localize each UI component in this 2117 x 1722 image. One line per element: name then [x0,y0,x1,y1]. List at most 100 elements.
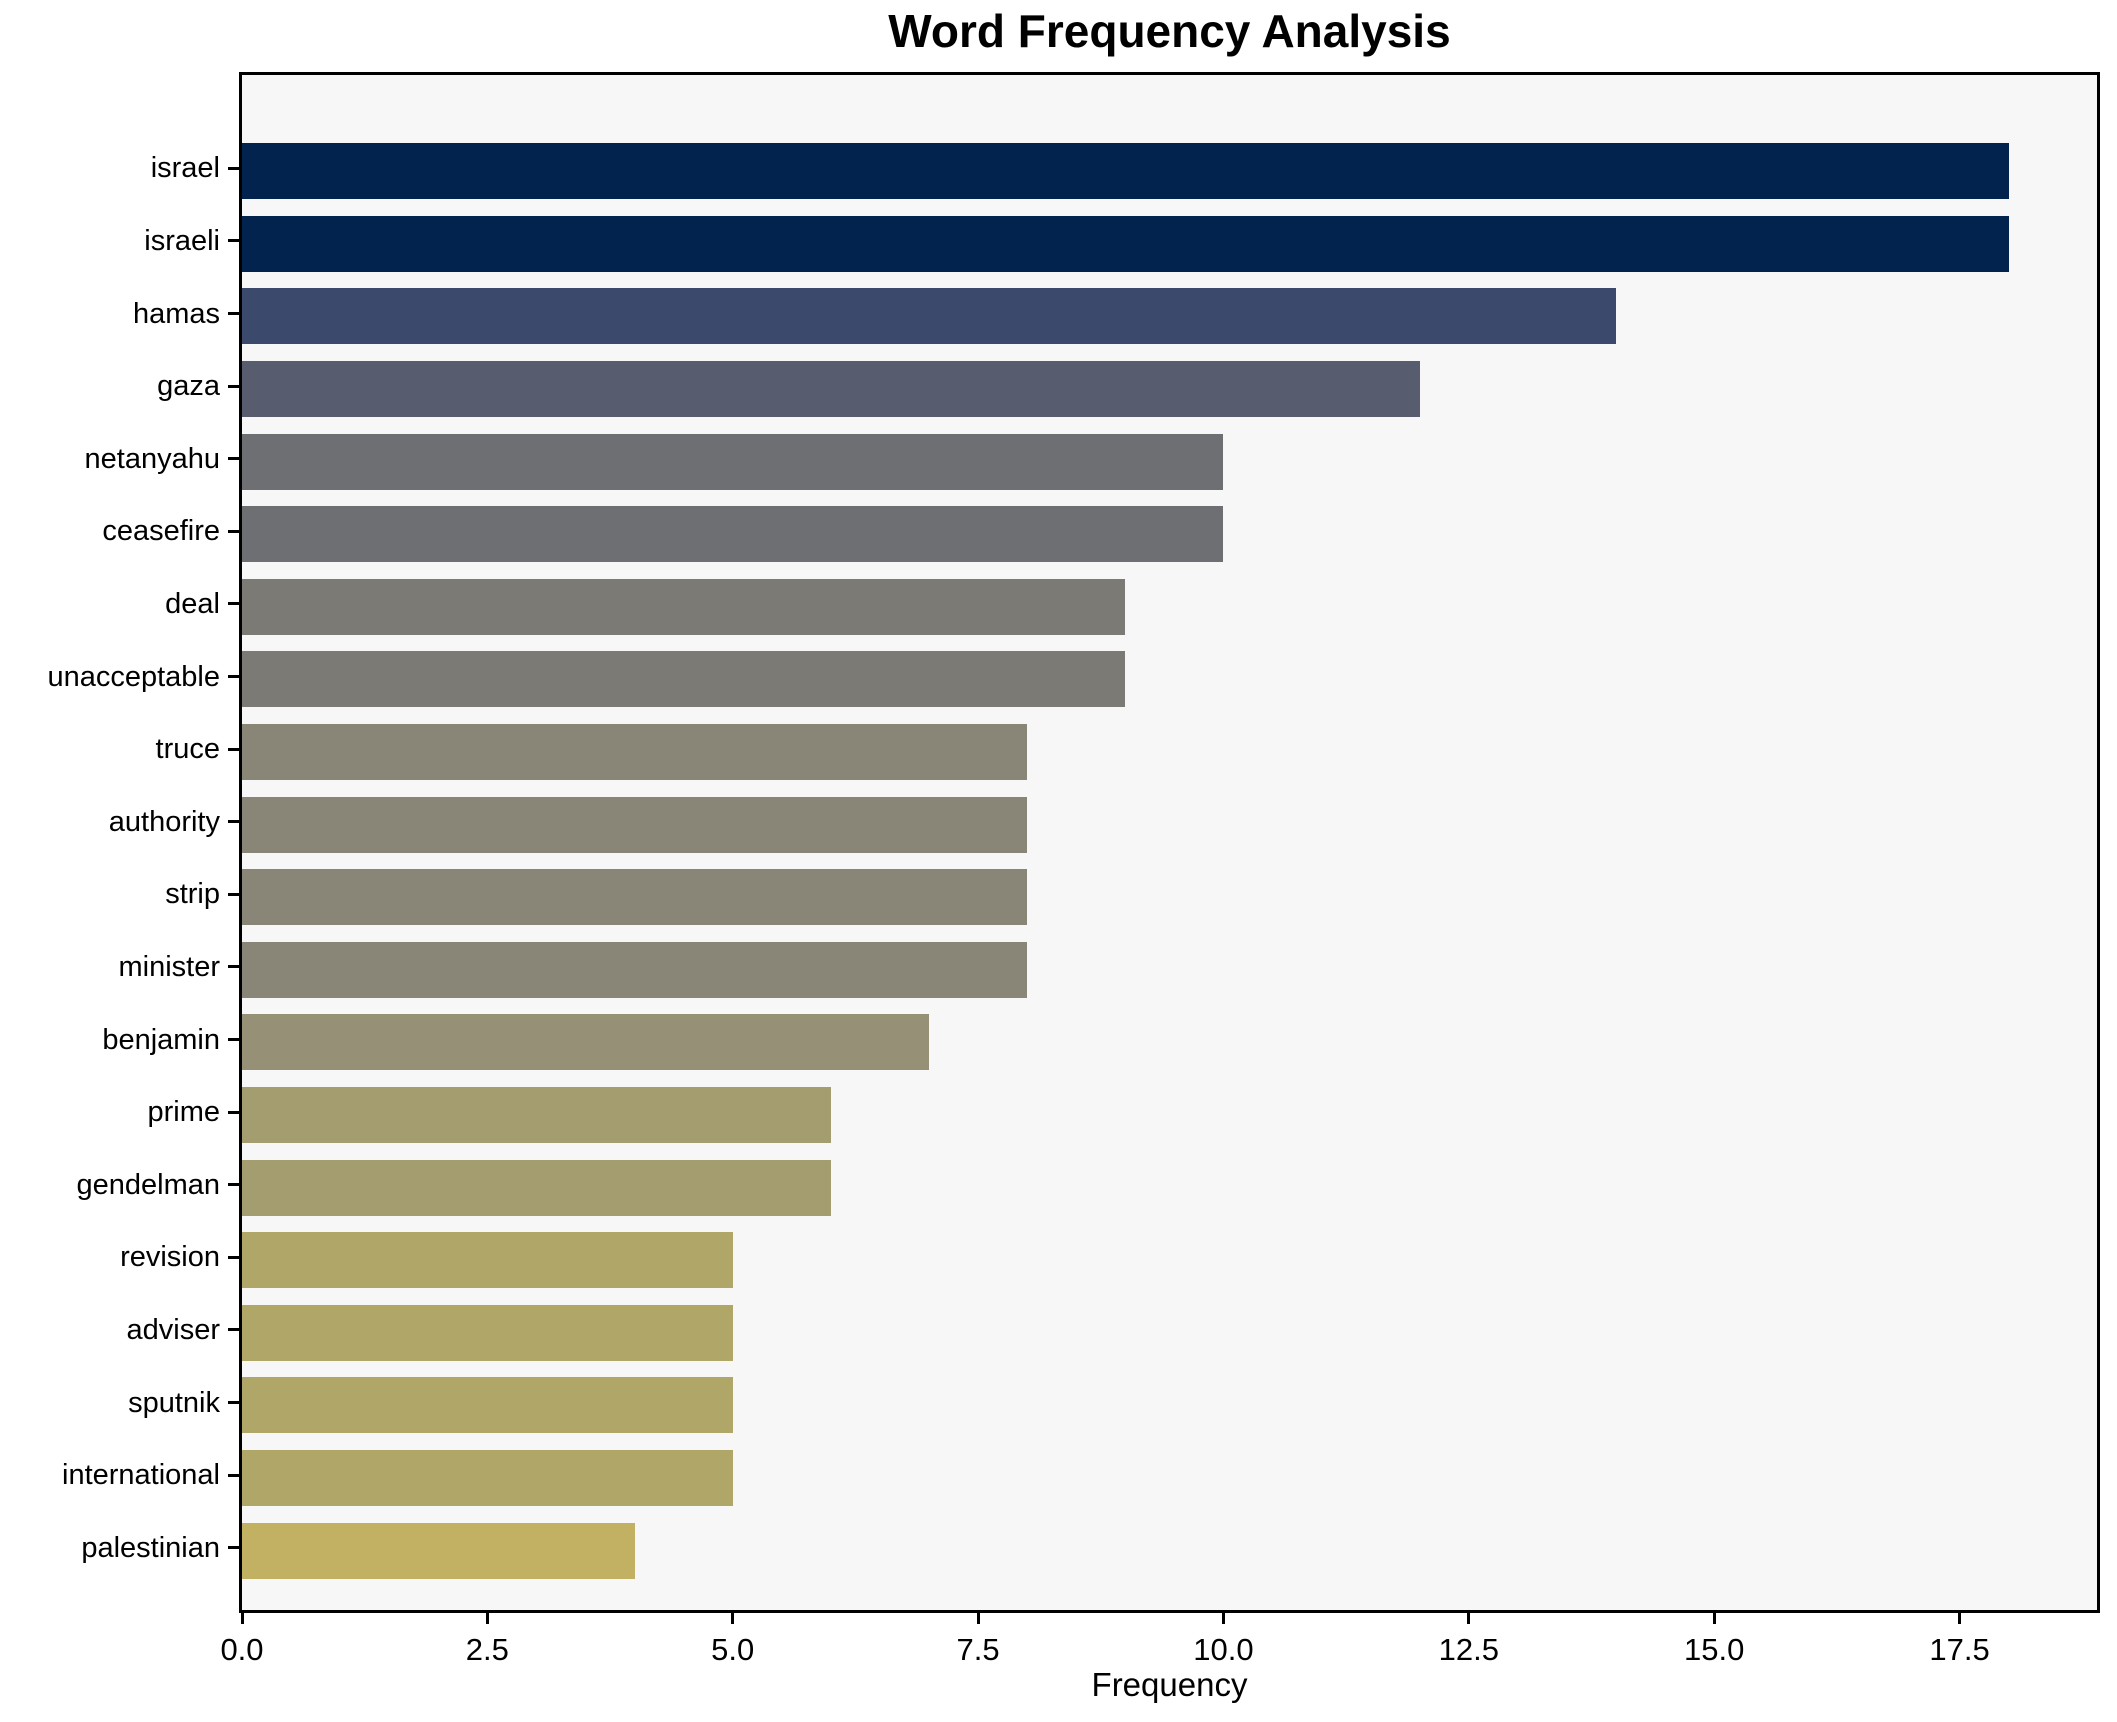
y-tick-label-sputnik: sputnik [128,1386,220,1419]
bar-row-international [242,1442,2097,1515]
bar-row-palestinian [242,1514,2097,1587]
bar-international [242,1450,733,1507]
bar-strip [242,869,1028,926]
bar-unacceptable [242,651,1126,708]
x-tick-mark-10.0 [1221,1613,1225,1624]
plot-area [239,72,2100,1613]
y-tick-label-adviser: adviser [126,1313,221,1346]
bar-revision [242,1232,733,1289]
bar-authority [242,796,1028,853]
bar-row-israeli [242,208,2097,281]
x-tick-label-10.0: 10.0 [1193,1632,1254,1667]
bar-deal [242,578,1126,635]
y-tick-label-israeli: israeli [144,224,220,257]
x-tick-mark-5.0 [731,1613,735,1624]
bar-row-benjamin [242,1006,2097,1079]
y-tick-mark-israeli [228,239,239,243]
bar-row-prime [242,1079,2097,1152]
x-tick-label-5.0: 5.0 [711,1632,755,1667]
bar-israel [242,143,2009,200]
y-tick-label-gaza: gaza [157,370,220,403]
bar-row-revision [242,1224,2097,1297]
x-tick-mark-12.5 [1467,1613,1471,1624]
y-tick-mark-unacceptable [228,675,239,678]
y-tick-label-international: international [62,1459,220,1492]
bar-israeli [242,215,2009,272]
y-tick-mark-truce [228,747,239,751]
y-tick-mark-sputnik [228,1401,239,1404]
bar-benjamin [242,1014,930,1071]
y-tick-label-ceasefire: ceasefire [102,515,220,548]
y-tick-mark-gendelman [228,1183,239,1187]
bar-prime [242,1087,831,1144]
x-tick-label-15.0: 15.0 [1684,1632,1745,1667]
bar-row-unacceptable [242,643,2097,716]
x-tick-label-2.5: 2.5 [465,1632,509,1667]
y-tick-mark-revision [228,1255,239,1259]
bar-row-deal [242,571,2097,644]
bar-row-minister [242,934,2097,1007]
x-tick-label-12.5: 12.5 [1438,1632,1500,1667]
y-tick-label-prime: prime [147,1096,220,1129]
bar-row-truce [242,716,2097,789]
y-tick-label-strip: strip [165,878,220,911]
y-tick-label-benjamin: benjamin [102,1023,220,1056]
bar-sputnik [242,1377,733,1434]
bar-truce [242,724,1028,781]
y-tick-mark-deal [228,602,239,606]
y-tick-mark-minister [228,965,239,969]
x-tick-mark-0.0 [240,1613,244,1624]
y-tick-label-truce: truce [155,733,220,766]
bar-gaza [242,361,1420,418]
bar-row-ceasefire [242,498,2097,571]
y-tick-mark-adviser [228,1328,239,1332]
bar-palestinian [242,1522,635,1579]
y-tick-mark-netanyahu [228,457,239,461]
x-tick-label-17.5: 17.5 [1929,1632,1990,1667]
bar-row-netanyahu [242,425,2097,498]
y-tick-mark-authority [228,820,239,824]
bar-row-sputnik [242,1369,2097,1442]
y-tick-mark-gaza [228,384,239,388]
y-tick-label-netanyahu: netanyahu [84,442,220,475]
y-tick-label-revision: revision [120,1241,220,1274]
y-tick-label-hamas: hamas [132,297,220,330]
x-tick-label-0.0: 0.0 [220,1632,264,1667]
y-tick-label-minister: minister [118,950,220,983]
y-tick-label-israel: israel [150,152,220,185]
y-tick-mark-prime [228,1110,239,1114]
y-tick-mark-hamas [228,312,239,315]
bar-row-gaza [242,353,2097,426]
y-tick-label-palestinian: palestinian [81,1531,220,1564]
y-tick-label-gendelman: gendelman [76,1168,221,1201]
y-tick-label-authority: authority [108,805,220,838]
y-tick-mark-palestinian [228,1546,239,1550]
y-tick-mark-strip [228,892,239,896]
y-tick-mark-israel [228,166,239,170]
bar-row-authority [242,788,2097,861]
bar-gendelman [242,1159,831,1216]
y-tick-mark-international [228,1473,239,1477]
x-tick-mark-7.5 [976,1613,980,1624]
bar-row-strip [242,861,2097,934]
chart-title: Word Frequency Analysis [888,5,1451,57]
bar-row-israel [242,135,2097,208]
bar-adviser [242,1304,733,1361]
bar-ceasefire [242,506,1224,563]
x-tick-mark-15.0 [1712,1613,1716,1624]
bar-row-hamas [242,280,2097,353]
bar-hamas [242,288,1617,345]
x-axis-title: Frequency [1091,1666,1248,1703]
y-tick-mark-benjamin [228,1038,239,1041]
y-tick-mark-ceasefire [228,529,239,533]
y-tick-label-unacceptable: unacceptable [47,660,220,693]
x-tick-mark-2.5 [485,1613,489,1624]
y-tick-label-deal: deal [165,587,220,620]
bar-minister [242,941,1028,998]
bar-netanyahu [242,433,1224,490]
bar-row-adviser [242,1297,2097,1370]
x-tick-label-7.5: 7.5 [956,1632,1000,1667]
bar-row-gendelman [242,1151,2097,1224]
x-tick-mark-17.5 [1958,1613,1962,1624]
